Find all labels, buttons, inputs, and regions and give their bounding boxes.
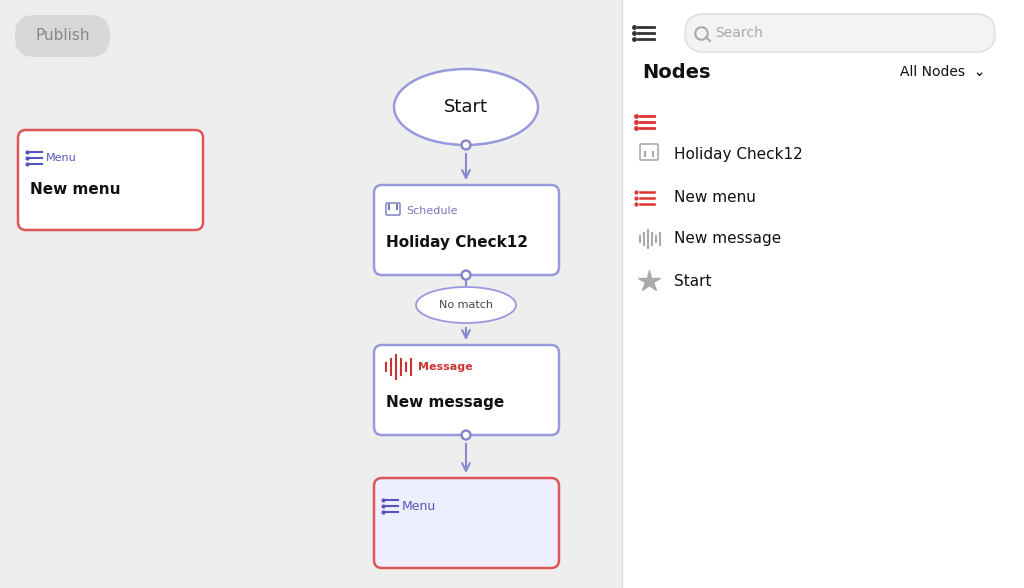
Circle shape [461, 140, 471, 150]
Text: New menu: New menu [674, 191, 756, 205]
Text: Message: Message [418, 362, 473, 372]
Text: New message: New message [386, 396, 504, 410]
Text: New message: New message [674, 232, 781, 246]
Circle shape [461, 270, 471, 280]
Circle shape [461, 430, 471, 440]
Circle shape [464, 433, 469, 437]
Ellipse shape [394, 69, 538, 145]
FancyBboxPatch shape [15, 15, 110, 57]
FancyBboxPatch shape [374, 345, 559, 435]
Text: All Nodes  ⌄: All Nodes ⌄ [900, 65, 985, 79]
Text: New menu: New menu [30, 182, 121, 198]
FancyBboxPatch shape [622, 0, 1024, 588]
Text: Holiday Check12: Holiday Check12 [386, 236, 528, 250]
Circle shape [464, 272, 469, 278]
Text: Nodes: Nodes [642, 62, 711, 82]
Text: Menu: Menu [46, 153, 77, 163]
FancyBboxPatch shape [374, 478, 559, 568]
Text: No match: No match [439, 300, 493, 310]
Circle shape [464, 142, 469, 148]
Text: Start: Start [444, 98, 488, 116]
Text: Search: Search [715, 26, 763, 40]
FancyBboxPatch shape [374, 185, 559, 275]
FancyBboxPatch shape [18, 130, 203, 230]
Text: Holiday Check12: Holiday Check12 [674, 148, 803, 162]
Text: Start: Start [674, 273, 712, 289]
Text: Schedule: Schedule [406, 206, 458, 216]
Text: Publish: Publish [35, 28, 90, 44]
FancyBboxPatch shape [685, 14, 995, 52]
Ellipse shape [416, 287, 516, 323]
Text: Menu: Menu [402, 499, 436, 513]
